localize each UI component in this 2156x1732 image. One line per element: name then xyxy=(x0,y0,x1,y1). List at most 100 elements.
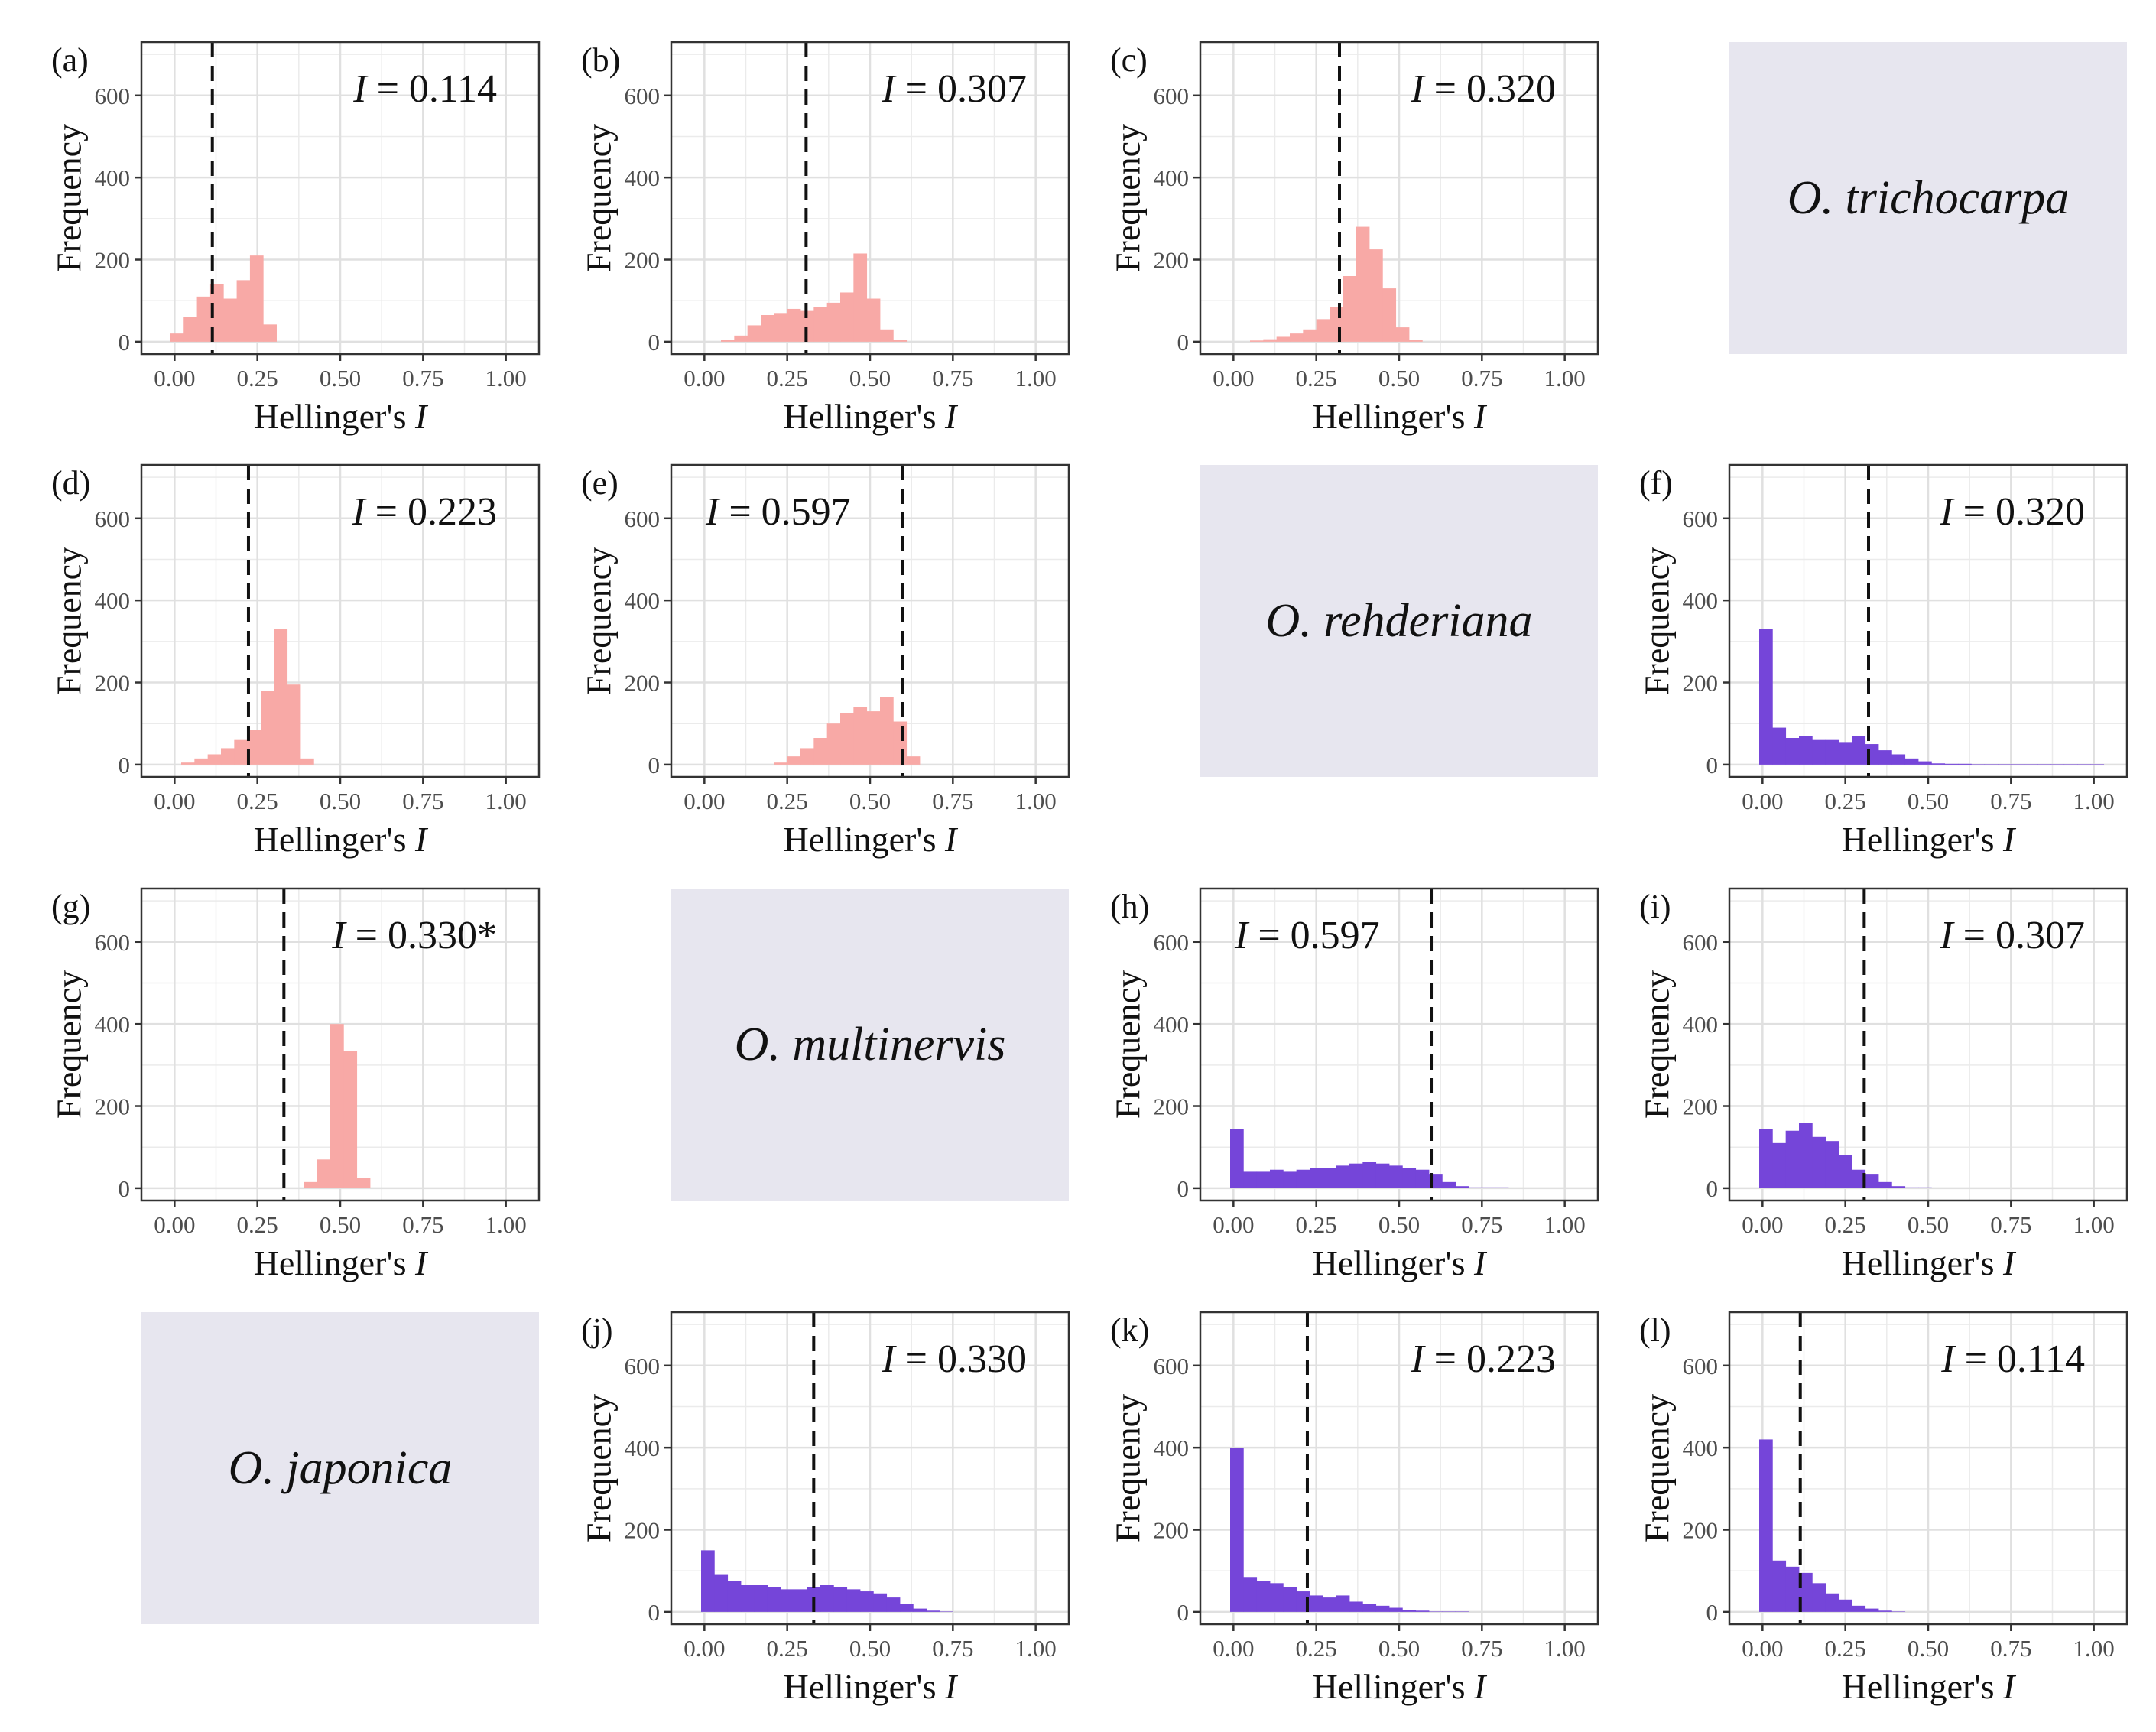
histogram-panel: 0 200 400 600 0.00 0.25 0.50 0.75 1.00 Hellinger'… xyxy=(580,41,1070,436)
species-label-background xyxy=(141,1312,539,1624)
y-axis-title: Frequency xyxy=(1109,970,1148,1119)
y-tick-label: 0 xyxy=(1706,1175,1719,1202)
x-tick-label: 1.00 xyxy=(1544,365,1586,392)
histogram-bar xyxy=(1389,1165,1403,1188)
histogram-bar xyxy=(1785,1130,1800,1188)
histogram-panel: 0 200 400 600 0.00 0.25 0.50 0.75 1.00 Hellinger'… xyxy=(50,41,541,436)
y-tick-label: 0 xyxy=(1177,329,1190,356)
histogram-bar xyxy=(1303,329,1317,342)
histogram-panel: 0 200 400 600 0.00 0.25 0.50 0.75 1.00 Hellinger'… xyxy=(580,463,1070,859)
x-tick-label: 0.00 xyxy=(154,1211,195,1238)
histogram-panel: 0 200 400 600 0.00 0.25 0.50 0.75 1.00 Hellinger'… xyxy=(580,1311,1070,1706)
x-tick-label: 0.50 xyxy=(849,365,891,392)
histogram-bar xyxy=(1270,1169,1284,1188)
histogram-bar xyxy=(853,707,868,765)
histogram-bar xyxy=(906,756,921,765)
histogram-bar xyxy=(1825,1593,1839,1612)
histogram-bar xyxy=(1944,763,1959,765)
species-label-box: O. trichocarpa xyxy=(1729,42,2127,354)
x-tick-label: 0.25 xyxy=(237,788,278,814)
histogram-bar xyxy=(1330,307,1343,342)
histogram-bar xyxy=(1785,1566,1800,1612)
x-tick-label: 0.00 xyxy=(683,788,725,814)
x-tick-label: 0.25 xyxy=(767,1635,808,1662)
histogram-bar xyxy=(207,754,222,765)
x-tick-label: 0.50 xyxy=(1378,1635,1420,1662)
histogram-bar xyxy=(1362,1604,1377,1612)
x-tick-label: 0.00 xyxy=(154,788,195,814)
panel-letter: (a) xyxy=(51,41,89,79)
histogram-panel: 0 200 400 600 0.00 0.25 0.50 0.75 1.00 Hellinger'… xyxy=(1109,1311,1599,1706)
histogram-bar xyxy=(774,762,788,765)
histogram-bar xyxy=(2063,764,2078,765)
species-name: O. rehderiana xyxy=(1266,595,1533,647)
histogram-bar xyxy=(194,758,209,765)
x-tick-label: 0.50 xyxy=(849,1635,891,1662)
histogram-bar xyxy=(926,1610,940,1612)
histogram-bar xyxy=(1343,276,1357,342)
y-tick-label: 600 xyxy=(95,929,131,956)
histogram-bar xyxy=(1852,1605,1866,1612)
species-name: O. japonica xyxy=(229,1442,453,1494)
histogram-bar xyxy=(1998,764,2012,765)
x-tick-label: 0.50 xyxy=(1378,365,1420,392)
histogram-bar xyxy=(826,302,841,342)
histogram-bar xyxy=(1250,340,1264,342)
x-tick-label: 0.75 xyxy=(402,1211,443,1238)
histogram-bar xyxy=(1812,1136,1826,1188)
histogram-bar xyxy=(787,756,801,765)
x-tick-label: 0.25 xyxy=(237,365,278,392)
histogram-bar xyxy=(274,629,288,765)
histogram-bar xyxy=(1290,333,1304,342)
histogram-bar xyxy=(1395,327,1410,342)
statistic-annotation: I = 0.597 xyxy=(705,490,851,534)
x-axis-title: Hellinger's I xyxy=(1313,1667,1488,1706)
x-tick-label: 0.25 xyxy=(1296,1635,1337,1662)
histogram-bar xyxy=(1375,1605,1390,1612)
histogram-bar xyxy=(1772,1560,1787,1612)
x-tick-label: 0.25 xyxy=(1825,1211,1866,1238)
histogram-bar xyxy=(1349,1163,1363,1188)
histogram-bar xyxy=(1442,1611,1456,1612)
histogram-bar xyxy=(1878,1181,1892,1188)
y-tick-label: 200 xyxy=(1683,1517,1719,1544)
x-tick-label: 0.75 xyxy=(1990,1635,2031,1662)
histogram-bar xyxy=(1455,1611,1469,1612)
histogram-bar xyxy=(767,1587,781,1612)
statistic-annotation: I = 0.597 xyxy=(1234,914,1380,957)
histogram-bar xyxy=(1772,1142,1787,1188)
histogram-bar xyxy=(860,1591,874,1612)
x-tick-label: 0.25 xyxy=(767,365,808,392)
x-axis-title: Hellinger's I xyxy=(784,820,959,859)
x-tick-label: 0.75 xyxy=(932,365,973,392)
y-tick-label: 400 xyxy=(625,1435,661,1461)
histogram-bar xyxy=(1759,1439,1773,1612)
histogram-bar xyxy=(1799,736,1813,765)
histogram-bar xyxy=(747,325,761,342)
y-tick-label: 200 xyxy=(1683,1093,1719,1120)
x-tick-label: 1.00 xyxy=(1544,1211,1586,1238)
y-axis-title: Frequency xyxy=(1109,124,1148,272)
x-tick-label: 0.75 xyxy=(402,365,443,392)
histogram-bar xyxy=(820,1585,834,1612)
y-tick-label: 0 xyxy=(119,329,131,356)
x-axis-title: Hellinger's I xyxy=(254,1243,429,1282)
x-tick-label: 0.25 xyxy=(237,1211,278,1238)
histogram-bar xyxy=(714,1574,729,1612)
panel-letter: (i) xyxy=(1639,888,1671,925)
histogram-bar xyxy=(1839,1155,1852,1188)
histogram-bar xyxy=(1243,1577,1258,1612)
histogram-bar xyxy=(1389,1607,1403,1612)
histogram-bar xyxy=(940,1611,953,1612)
histogram-bar xyxy=(1402,1610,1417,1612)
histogram-bar xyxy=(1891,754,1906,765)
x-axis-title: Hellinger's I xyxy=(254,397,429,436)
panel-letter: (l) xyxy=(1639,1311,1671,1349)
x-tick-label: 0.75 xyxy=(1461,1635,1502,1662)
panel-letter: (d) xyxy=(51,464,90,502)
histogram-panel: 0 200 400 600 0.00 0.25 0.50 0.75 1.00 Hellinger'… xyxy=(50,887,541,1282)
histogram-bar xyxy=(2050,764,2065,765)
histogram-bar xyxy=(1415,1169,1430,1188)
y-tick-label: 600 xyxy=(1683,1353,1719,1379)
histogram-bar xyxy=(880,329,894,342)
